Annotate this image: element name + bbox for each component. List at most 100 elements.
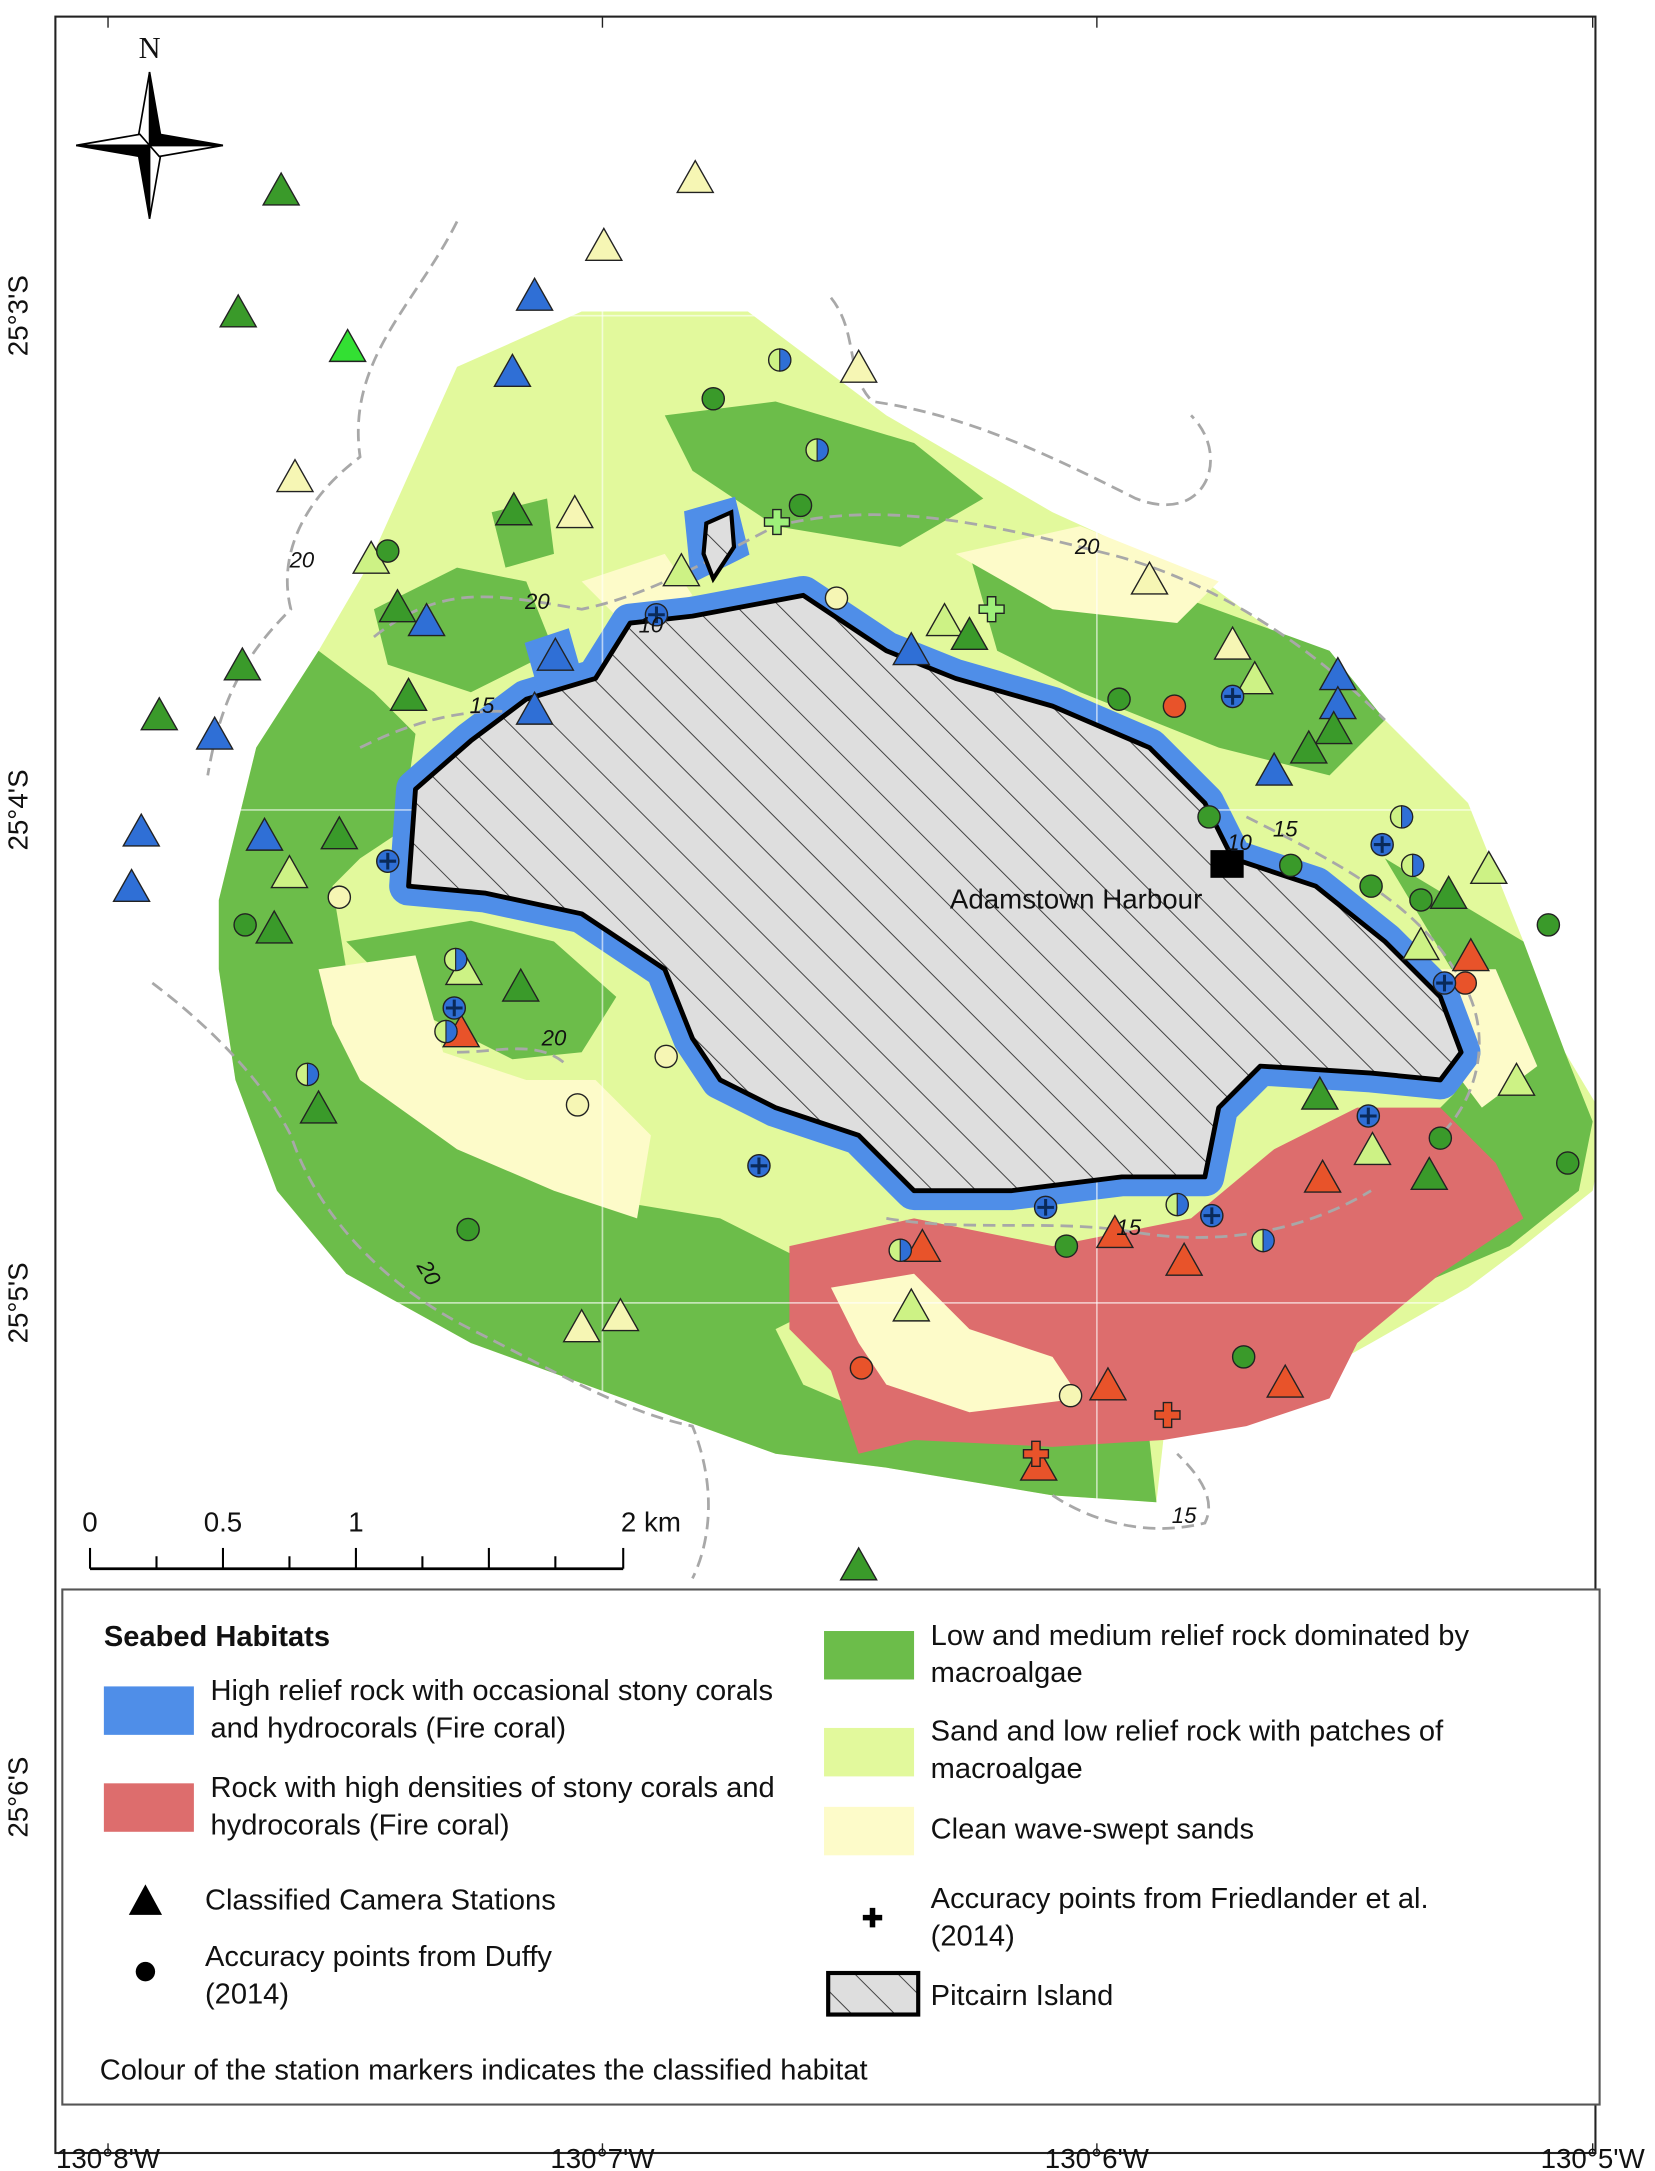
camera-station xyxy=(1095,1214,1135,1249)
habitat-patch xyxy=(318,955,651,1219)
contour-label: 20 xyxy=(541,1025,567,1050)
legend-label: Classified Camera Stations xyxy=(204,1884,556,1917)
friedlander-cross xyxy=(648,606,665,624)
camera-station xyxy=(1213,625,1252,660)
habitat-patch xyxy=(346,920,617,1060)
contour-label: 15 xyxy=(1273,816,1298,841)
contour-line xyxy=(206,220,459,776)
legend-island xyxy=(826,1970,921,2017)
duffy-point xyxy=(654,1044,678,1069)
duffy-point xyxy=(788,493,813,518)
duffy-point xyxy=(327,885,352,909)
camera-station xyxy=(1497,1061,1536,1096)
camera-station xyxy=(275,458,315,493)
duffy-point xyxy=(824,586,849,610)
legend-swatch xyxy=(103,1686,194,1735)
camera-station xyxy=(536,636,575,671)
camera-station xyxy=(1303,1158,1342,1193)
contour-line xyxy=(373,513,1386,721)
camera-station xyxy=(122,812,161,847)
camera-station xyxy=(1469,850,1508,885)
friedlander-cross xyxy=(1360,1107,1377,1125)
legend-circle xyxy=(135,1961,156,1982)
legend-label: Sand and low relief rock with patches of… xyxy=(930,1715,1444,1785)
map-frame xyxy=(54,15,1597,2155)
duffy-point xyxy=(849,1356,874,1380)
contour-label: 15 xyxy=(1116,1215,1141,1240)
camera-station xyxy=(494,491,534,526)
camera-station xyxy=(1410,1156,1449,1191)
camera-station xyxy=(261,171,301,206)
camera-station xyxy=(378,588,417,623)
duffy-point xyxy=(701,386,726,411)
camera-station xyxy=(112,868,151,903)
duffy-point-half xyxy=(1176,1192,1189,1217)
camera-station xyxy=(950,616,989,651)
camera-station xyxy=(515,690,554,725)
camera-station xyxy=(255,909,294,944)
contour-line xyxy=(359,709,527,749)
legend-label: Accuracy points from Duffy (2014) xyxy=(204,1941,552,2011)
camera-station xyxy=(1401,926,1441,961)
duffy-point-half xyxy=(1412,853,1425,877)
camera-station xyxy=(1429,875,1468,909)
duffy-point xyxy=(1359,874,1383,898)
legend-label: Clean wave-swept sands xyxy=(930,1813,1254,1846)
habitat-patch xyxy=(830,1273,1081,1413)
longitude-label: 130°8'W xyxy=(56,2143,161,2171)
place-label: Adamstown Harbour xyxy=(950,883,1202,914)
legend-label: Accuracy points from Friedlander et al. … xyxy=(930,1883,1429,1953)
camera-station xyxy=(1130,560,1169,595)
station-markers xyxy=(112,159,1580,1581)
contour-line xyxy=(829,296,1212,507)
camera-station xyxy=(328,328,367,363)
habitat-patch xyxy=(664,401,984,547)
legend-title: Seabed Habitats xyxy=(104,1621,330,1653)
camera-station xyxy=(389,677,428,711)
legend-swatch xyxy=(824,1631,915,1680)
duffy-point xyxy=(1054,1234,1079,1258)
scale-label: 2 km xyxy=(621,1506,681,1537)
legend-item: Rock with high densities of stony corals… xyxy=(211,1772,775,1841)
camera-station xyxy=(676,159,715,194)
contour-label: 10 xyxy=(1227,830,1252,855)
camera-station xyxy=(1164,1241,1204,1276)
camera-station xyxy=(515,276,554,311)
camera-station xyxy=(299,1089,338,1124)
friedlander-cross xyxy=(1037,1199,1054,1216)
duffy-point xyxy=(1197,805,1221,829)
duffy-point xyxy=(1162,694,1187,718)
compass-point xyxy=(147,133,224,147)
friedlander-plus xyxy=(763,508,791,536)
camera-station xyxy=(1289,729,1328,764)
contour-label: 20 xyxy=(1074,534,1100,559)
camera-station xyxy=(925,602,964,637)
duffy-point xyxy=(1058,1383,1083,1408)
pitcairn-island xyxy=(406,592,1464,1194)
legend-triangle xyxy=(128,1884,163,1915)
duffy-point-half xyxy=(306,1062,320,1087)
duffy-point xyxy=(1278,853,1303,878)
friedlander-plus xyxy=(1022,1440,1050,1467)
duffy-point xyxy=(1428,1126,1453,1150)
duffy-point-half xyxy=(445,1019,458,1044)
latitude-label: 25°6'S xyxy=(3,1757,34,1838)
camera-station xyxy=(601,1297,640,1332)
friedlander-cross xyxy=(1224,688,1241,705)
camera-station xyxy=(1451,937,1490,972)
duffy-point-half xyxy=(779,348,792,372)
legend-swatch xyxy=(103,1783,194,1832)
north-arrow xyxy=(76,71,224,219)
legend-labels: High relief rock with occasional stony c… xyxy=(100,1620,1469,2087)
contour-label: 20 xyxy=(524,589,550,614)
longitude-label: 130°6'W xyxy=(1045,2143,1150,2171)
latitude-label: 25°5'S xyxy=(3,1262,34,1343)
friedlander-plus xyxy=(978,596,1005,623)
legend-label: High relief rock with occasional stony c… xyxy=(210,1675,774,1745)
habitat-patch xyxy=(955,526,1219,624)
compass-point xyxy=(76,144,152,158)
latitude-label: 25°4'S xyxy=(3,769,34,850)
